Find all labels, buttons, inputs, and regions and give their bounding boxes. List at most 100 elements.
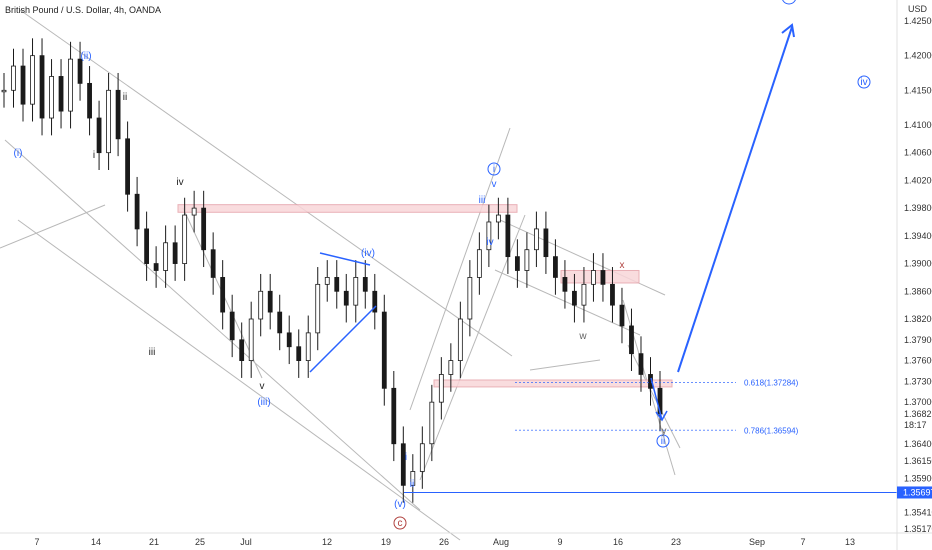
wave-label-blue: iv [486,237,493,248]
candle-body [524,249,530,271]
candle-body [144,228,150,264]
y-tick-label: 1.39000 [904,259,932,269]
overlay-layer: 0.618(1.37284) 0.786(1.36594) [309,23,897,493]
y-tick-label: 1.35900 [904,473,932,483]
y-tick-label: 1.35410 [904,507,932,517]
y-tick-label: 1.38600 [904,286,932,296]
candle-body [429,401,435,445]
candle-body [315,283,321,334]
candle-body [467,277,473,320]
y-tick-label: 1.40200 [904,175,932,185]
wave-label-blue: (ii) [80,51,91,62]
candle-body [600,270,606,285]
candle-body [324,277,330,285]
offscreen-wave-circle [782,0,796,5]
candle-body [258,290,264,320]
x-tick-label: 7 [800,537,805,547]
wave-label-black: i [93,150,95,161]
channel-line [0,204,106,249]
countdown-label: 18:17 [904,420,927,430]
candle-body [629,325,634,355]
candle-body [353,277,359,306]
candle-body [191,207,197,216]
wave-label-blue: (v) [394,499,406,510]
candle-body [381,311,387,389]
candle-body [125,138,130,195]
candle-body [543,228,549,258]
x-tick-label: 23 [671,537,681,547]
candle-body [49,76,54,119]
wave-label-blue: iv [860,77,867,88]
wave-down-arrowhead [655,410,668,422]
wave-label-blue: i [493,164,495,175]
x-tick-label: Aug [493,537,509,547]
candle-body [486,221,492,251]
y-tick-label: 1.37900 [904,335,932,345]
wave-label-blue: v [492,179,497,190]
candle-body [134,193,140,230]
candle-body [400,443,406,486]
candle-body [286,332,292,348]
y-tick-label: 1.39800 [904,203,932,213]
candle-body [391,387,397,445]
x-tick-label: 21 [149,537,159,547]
candle-body [505,214,511,258]
candle-body [572,290,577,306]
wave-labels-layer: (i)(ii)(iii)(iv)(v)iiiivviiiiiiiviiiivii… [14,0,871,530]
projection-arrow-line [677,26,793,373]
candle-body [182,214,188,264]
channel-line [17,219,461,541]
candle-body [343,290,349,306]
y-tick-label: 1.37300 [904,376,932,386]
candle-body [220,277,226,313]
wave-label-circle [393,516,407,530]
candle-body [248,318,254,361]
candle-body [476,249,482,278]
candle-body [115,89,121,140]
candle-body [58,76,64,112]
wave-label-blue: (iv) [361,248,375,259]
candle-body [362,277,368,292]
y-tick-label: 1.41000 [904,120,932,130]
candle-body [239,339,245,361]
wave-label-blue: (i) [14,148,23,159]
projection-arrowhead [781,23,795,38]
wave-label-black: ii [123,92,127,103]
wave-label-red: x [620,260,625,271]
channel-line [494,269,641,336]
y-tick-label: 1.35170 [904,524,932,534]
candle-body [495,214,501,223]
candle-body [87,82,92,119]
x-tick-label: 9 [557,537,562,547]
candle-body [334,277,340,292]
candle-body [610,283,615,306]
wave-label-blue: ii [661,436,665,447]
candle-body [553,256,558,278]
resistance-zone-2 [560,269,640,284]
candle-body [448,360,454,375]
y-tick-label: 1.38200 [904,314,932,324]
wave-label-gray: w [578,331,587,342]
channel-line [19,9,513,357]
y-tick-label: 1.37600 [904,356,932,366]
channel-line [627,344,681,449]
candle-body [372,290,378,313]
triangle-upper-line [319,252,371,266]
candles-layer [1,38,663,503]
candle-body [514,256,520,271]
currency-label: USD [908,4,928,14]
candle-body [619,304,625,327]
candle-body [277,311,283,334]
x-tick-label: Jul [240,537,252,547]
candle-body [562,277,568,292]
candle-body [229,311,235,341]
x-tick-label: 19 [381,537,391,547]
x-tick-label: 13 [845,537,855,547]
wave-label-red: c [398,518,403,529]
candle-body [20,65,26,105]
chart-title: British Pound / U.S. Dollar, 4h, OANDA [5,5,161,15]
x-tick-label: 16 [613,537,623,547]
